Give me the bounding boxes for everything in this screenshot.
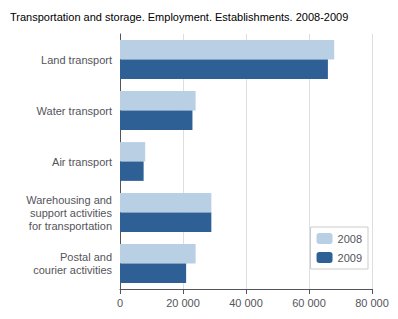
svg-text:support activities: support activities (30, 207, 112, 219)
svg-text:40 000: 40 000 (229, 297, 263, 309)
svg-text:80 000: 80 000 (355, 297, 389, 309)
svg-text:Air transport: Air transport (52, 156, 112, 168)
svg-text:20 000: 20 000 (166, 297, 200, 309)
svg-text:2008: 2008 (338, 233, 362, 245)
svg-text:courier activities: courier activities (33, 264, 112, 276)
svg-text:Warehousing and: Warehousing and (26, 194, 112, 206)
svg-text:0: 0 (117, 297, 123, 309)
svg-text:for transportation: for transportation (29, 220, 112, 232)
svg-text:2009: 2009 (338, 252, 362, 264)
svg-text:Transportation and storage. Em: Transportation and storage. Employment. … (10, 11, 348, 23)
svg-text:Postal and: Postal and (60, 251, 112, 263)
svg-text:60 000: 60 000 (292, 297, 326, 309)
svg-text:Water transport: Water transport (37, 105, 112, 117)
svg-text:Land transport: Land transport (41, 54, 112, 66)
